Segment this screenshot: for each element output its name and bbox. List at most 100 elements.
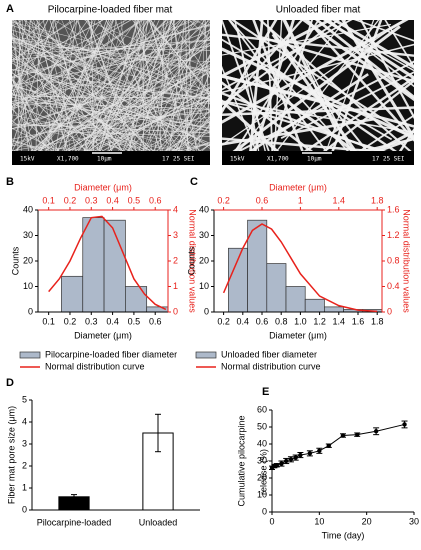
fiber [12, 20, 143, 108]
fiber [134, 20, 168, 144]
fiber [81, 47, 210, 101]
x-tick-label: 1.6 [352, 316, 365, 326]
fiber [12, 123, 210, 134]
fiber [32, 20, 204, 100]
fiber [50, 131, 134, 151]
fiber [12, 71, 101, 151]
fiber [164, 20, 205, 138]
fiber [15, 102, 210, 110]
fiber [12, 45, 122, 151]
fiber [12, 29, 100, 59]
fiber [12, 78, 88, 151]
fiber [273, 20, 283, 151]
caption-strip [12, 151, 210, 165]
legend-label: Normal distribution curve [45, 361, 145, 371]
fiber [234, 20, 266, 151]
y-tick-label: 20 [257, 472, 267, 482]
fiber [126, 68, 210, 151]
y-tick-label: 40 [199, 204, 209, 214]
fiber [169, 20, 186, 151]
fiber [39, 20, 112, 151]
fiber [185, 142, 210, 151]
error-bar [71, 494, 77, 500]
fiber [12, 39, 210, 147]
fiber [76, 28, 210, 128]
fiber [222, 137, 385, 151]
fiber [341, 20, 414, 141]
x2-tick-label: 0.6 [256, 195, 269, 205]
fiber [201, 143, 210, 151]
fiber [12, 93, 144, 151]
fiber [222, 20, 341, 106]
y-axis-label: Counts [186, 246, 196, 275]
fiber [54, 20, 89, 151]
fiber [21, 20, 23, 151]
panel-label: B [6, 176, 14, 188]
fiber [165, 27, 210, 151]
fiber [12, 84, 33, 151]
fiber [222, 92, 382, 151]
fiber [32, 96, 210, 99]
fiber [100, 25, 210, 112]
fiber [314, 20, 414, 99]
fiber [237, 60, 414, 151]
fiber [156, 94, 210, 151]
fiber [37, 20, 114, 151]
fiber [98, 20, 139, 151]
fiber [12, 92, 210, 130]
fiber [93, 94, 210, 151]
fiber [232, 25, 401, 151]
y2-tick-label: 3 [173, 230, 178, 240]
point [288, 457, 294, 462]
fiber [179, 95, 210, 151]
fiber [12, 20, 27, 91]
fiber [331, 20, 383, 151]
panel-label: A [6, 3, 14, 15]
fiber [222, 20, 409, 124]
fiber [105, 141, 161, 151]
fiber [29, 30, 210, 101]
fiber [12, 72, 134, 151]
fiber [248, 73, 369, 151]
image-caption: X1,700 [267, 156, 289, 163]
fiber [238, 20, 347, 151]
curve [48, 215, 167, 311]
x-tick-label: 0.6 [256, 316, 269, 326]
x-tick-label: 0.2 [217, 316, 230, 326]
fiber [12, 20, 49, 96]
fiber [23, 20, 124, 151]
image-caption: 15kV [20, 156, 35, 163]
fiber [171, 109, 210, 151]
point [298, 452, 303, 458]
y-tick-label: 10 [257, 489, 267, 499]
x2-tick-label: 1 [298, 195, 303, 205]
fiber [222, 20, 278, 114]
fiber [55, 20, 78, 151]
fiber [100, 20, 150, 151]
fiber [143, 30, 182, 151]
fiber [12, 20, 39, 111]
y-tick-label: 10 [199, 281, 209, 291]
fiber [222, 20, 334, 78]
error-bar [155, 413, 161, 453]
x-tick-label: 0.4 [237, 316, 250, 326]
fiber [12, 20, 73, 63]
fiber [24, 20, 31, 133]
y-axis-label: Counts [10, 246, 20, 275]
fiber [12, 51, 138, 151]
fiber [249, 20, 264, 151]
y-tick-label: 0 [22, 504, 27, 514]
fiber [358, 114, 414, 151]
legend-swatch [195, 351, 217, 359]
x-axis-label: Diameter (μm) [74, 330, 132, 340]
fiber [28, 65, 210, 122]
x-tick-label: 10 [314, 516, 324, 526]
fiber [12, 32, 34, 151]
y2-tick-label: 0 [387, 306, 392, 316]
fiber [353, 20, 414, 42]
x2-tick-label: 0.4 [106, 195, 119, 205]
fiber [12, 85, 210, 130]
x-tick-label: 1.4 [333, 316, 346, 326]
bar [82, 217, 105, 313]
